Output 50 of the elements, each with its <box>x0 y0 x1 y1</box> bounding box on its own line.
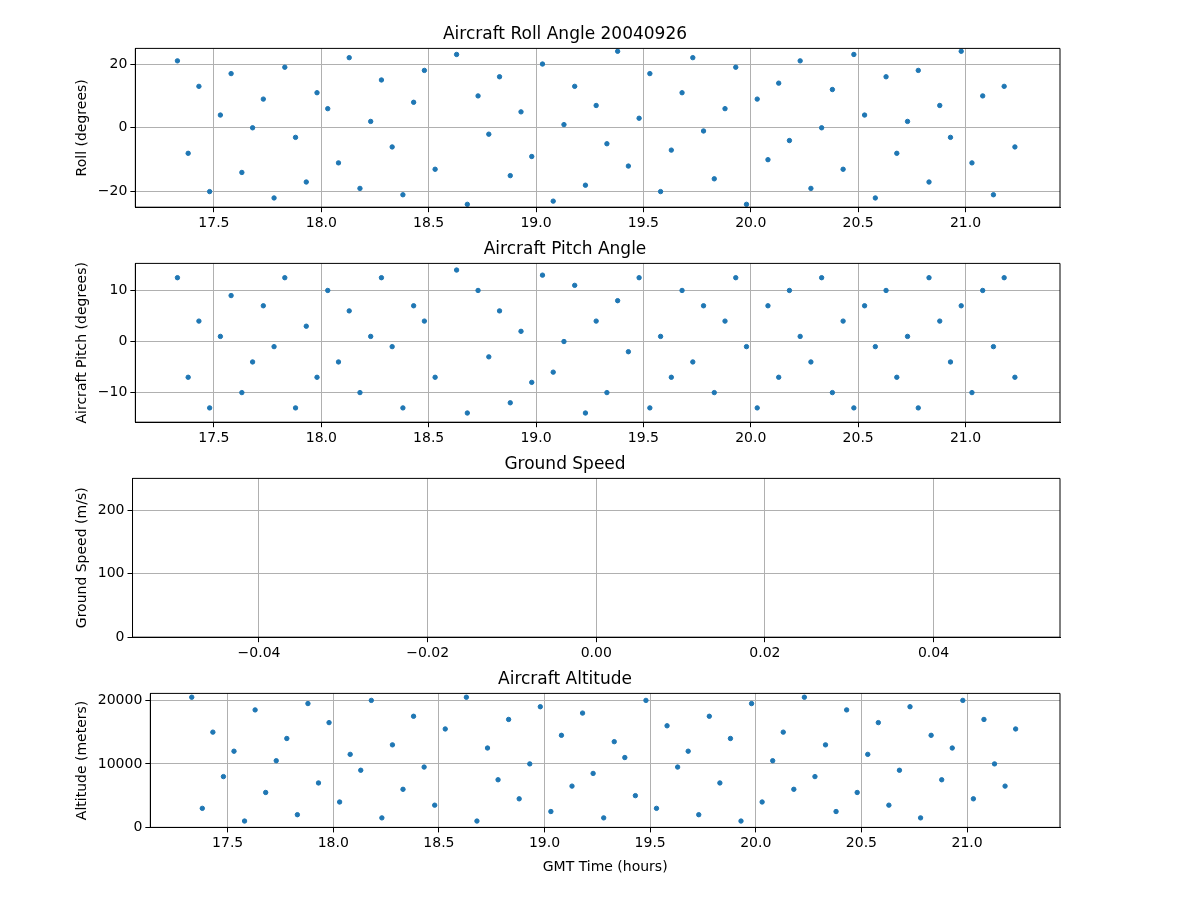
x-tick-label: 19.0 <box>520 214 552 231</box>
x-tick-label: 20.5 <box>845 834 878 851</box>
y-tick-label: −10 <box>97 383 128 400</box>
x-tick-label: 0.00 <box>580 644 612 661</box>
x-tick-label: 17.5 <box>198 429 230 446</box>
x-tick-label: 0.02 <box>749 644 781 661</box>
x-axis-title: GMT Time (hours) <box>542 858 668 875</box>
x-tick-label: 21.0 <box>949 429 982 446</box>
y-tick-label: 200 <box>97 500 125 517</box>
x-tick-label: 18.0 <box>317 834 349 851</box>
y-tick-label: 0 <box>133 818 143 835</box>
x-tick-label: 18.0 <box>305 429 337 446</box>
x-tick-label: 19.0 <box>528 834 561 851</box>
chart-title: Aircraft Altitude <box>498 667 632 688</box>
y-tick-label: −20 <box>97 182 128 199</box>
y-tick-label: 10 <box>109 281 128 298</box>
y-tick-label: 0 <box>118 332 128 349</box>
x-tick-label: 19.5 <box>634 834 666 851</box>
x-tick-label: −0.02 <box>406 644 450 661</box>
x-tick-label: 20.0 <box>740 834 772 851</box>
y-axis-title: Roll (degrees) <box>73 79 90 177</box>
chart-title: Ground Speed <box>504 452 626 473</box>
x-tick-label: 18.5 <box>423 834 455 851</box>
x-tick-label: 21.0 <box>949 214 982 231</box>
y-axis-title: Altitude (meters) <box>73 700 90 821</box>
chart-title: Aircraft Roll Angle 20040926 <box>442 22 688 43</box>
x-tick-label: 19.5 <box>627 214 659 231</box>
x-tick-label: 20.0 <box>735 429 767 446</box>
x-tick-label: 18.0 <box>305 214 337 231</box>
x-tick-label: 17.5 <box>198 214 230 231</box>
x-tick-label: 21.0 <box>951 834 983 851</box>
x-tick-label: 0.04 <box>917 644 950 661</box>
x-tick-label: 20.5 <box>842 429 874 446</box>
x-tick-label: 19.5 <box>627 429 659 446</box>
x-tick-label: −0.04 <box>237 644 281 661</box>
y-tick-label: 0 <box>115 627 125 644</box>
y-axis-title: Ground Speed (m/s) <box>73 487 90 629</box>
chart-title: Aircraft Pitch Angle <box>483 237 647 258</box>
y-tick-label: 100 <box>97 564 125 581</box>
y-tick-label: 20000 <box>97 691 143 708</box>
y-axis-title: Aircraft Pitch (degrees) <box>73 262 90 424</box>
y-tick-label: 10000 <box>97 754 143 771</box>
x-tick-label: 20.5 <box>842 214 874 231</box>
x-tick-label: 20.0 <box>735 214 767 231</box>
x-tick-label: 17.5 <box>212 834 244 851</box>
y-tick-label: 0 <box>118 118 128 135</box>
x-tick-label: 18.5 <box>413 429 445 446</box>
y-tick-label: 20 <box>109 54 128 71</box>
x-tick-label: 18.5 <box>413 214 445 231</box>
x-tick-label: 19.0 <box>520 429 552 446</box>
